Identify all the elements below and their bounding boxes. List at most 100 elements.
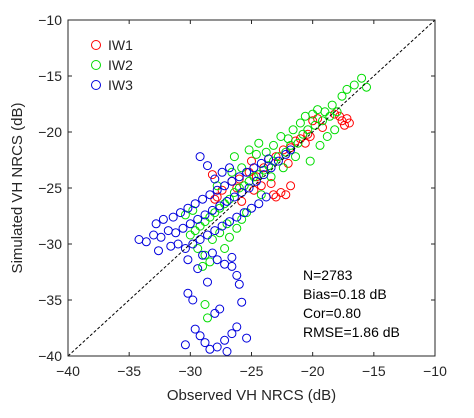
point-iw2-7 bbox=[318, 116, 327, 126]
x-tick-label-0: −40 bbox=[56, 363, 80, 379]
point-iw3-31 bbox=[220, 181, 230, 191]
point-iw3-51 bbox=[232, 212, 242, 222]
point-iw2-57 bbox=[237, 163, 247, 173]
point-iw3-27 bbox=[190, 199, 200, 209]
point-iw3-25 bbox=[176, 208, 185, 218]
point-iw3-35 bbox=[249, 163, 259, 173]
point-iw3-74 bbox=[215, 304, 225, 314]
point-iw3-49 bbox=[217, 221, 227, 231]
point-iw2-15 bbox=[269, 156, 278, 166]
point-iw3-69 bbox=[205, 344, 215, 354]
point-iw2-54 bbox=[320, 107, 330, 117]
point-iw2-18 bbox=[254, 170, 264, 180]
point-iw2-20 bbox=[244, 176, 254, 186]
point-iw3-53 bbox=[247, 203, 256, 213]
point-iw3-11 bbox=[215, 201, 225, 211]
point-iw3-28 bbox=[198, 194, 208, 204]
point-iw2-28 bbox=[205, 212, 215, 222]
points-layer bbox=[134, 73, 371, 356]
point-iw3-67 bbox=[220, 335, 230, 345]
point-iw3-16 bbox=[251, 176, 261, 186]
point-iw3-21 bbox=[286, 145, 296, 155]
point-iw2-19 bbox=[249, 172, 259, 182]
x-tick-label-4: −20 bbox=[301, 363, 325, 379]
point-iw3-26 bbox=[183, 203, 193, 213]
point-iw2-0 bbox=[342, 84, 352, 94]
point-iw2-59 bbox=[212, 181, 222, 191]
point-iw1-35 bbox=[266, 179, 276, 188]
point-iw2-37 bbox=[200, 300, 210, 309]
y-tick-label-1: −35 bbox=[38, 292, 62, 308]
point-iw1-37 bbox=[247, 156, 256, 166]
point-iw3-59 bbox=[227, 261, 237, 271]
point-iw3-23 bbox=[158, 214, 168, 224]
point-iw2-52 bbox=[308, 109, 318, 119]
point-iw2-66 bbox=[322, 132, 332, 141]
point-iw1-24 bbox=[308, 116, 318, 126]
point-iw3-22 bbox=[151, 219, 161, 229]
point-iw3-29 bbox=[205, 190, 215, 200]
point-iw2-1 bbox=[349, 80, 359, 90]
point-iw3-30 bbox=[212, 185, 222, 195]
y-tick-label-0: −40 bbox=[38, 348, 62, 364]
y-tick-label-2: −30 bbox=[38, 236, 62, 252]
legend: IW1 IW2 IW3 bbox=[91, 37, 133, 93]
point-iw3-18 bbox=[266, 163, 276, 173]
point-iw3-46 bbox=[195, 235, 205, 244]
point-iw2-30 bbox=[195, 221, 205, 231]
point-iw2-45 bbox=[261, 147, 271, 157]
point-iw2-60 bbox=[229, 152, 239, 162]
point-iw2-22 bbox=[234, 183, 244, 193]
point-iw1-0 bbox=[244, 167, 254, 177]
point-iw3-77 bbox=[203, 277, 212, 287]
point-iw3-38 bbox=[210, 174, 220, 184]
point-iw2-24 bbox=[225, 194, 234, 204]
point-iw2-58 bbox=[227, 167, 237, 177]
point-iw1-13 bbox=[276, 188, 286, 197]
point-iw3-56 bbox=[207, 248, 217, 258]
point-iw2-44 bbox=[256, 190, 266, 200]
legend-label-iw1: IW1 bbox=[108, 37, 133, 53]
point-iw2-21 bbox=[239, 181, 249, 191]
point-iw2-48 bbox=[283, 134, 293, 144]
point-iw3-6 bbox=[178, 223, 188, 233]
point-iw2-70 bbox=[222, 219, 232, 229]
point-iw1-20 bbox=[344, 118, 354, 128]
point-iw2-39 bbox=[220, 244, 230, 253]
point-iw2-5 bbox=[332, 107, 342, 117]
y-tick-label-6: −10 bbox=[38, 12, 62, 28]
point-iw2-49 bbox=[288, 125, 298, 135]
legend-label-iw3: IW3 bbox=[108, 77, 133, 93]
point-iw3-82 bbox=[154, 246, 163, 256]
point-iw3-39 bbox=[217, 167, 227, 177]
point-iw3-78 bbox=[193, 264, 203, 274]
point-iw3-13 bbox=[229, 192, 239, 202]
y-tick-label-4: −20 bbox=[38, 124, 62, 140]
point-iw2-25 bbox=[220, 199, 230, 209]
point-iw2-46 bbox=[269, 140, 278, 150]
legend-marker-iw2 bbox=[91, 60, 101, 70]
point-iw3-84 bbox=[183, 255, 193, 265]
point-iw3-10 bbox=[207, 205, 217, 215]
point-iw2-38 bbox=[203, 313, 212, 323]
point-iw2-27 bbox=[210, 208, 220, 218]
legend-marker-iw1 bbox=[91, 40, 101, 50]
point-iw2-3 bbox=[362, 82, 371, 92]
point-iw3-32 bbox=[227, 176, 237, 186]
stat-cor: Cor=0.80 bbox=[303, 305, 361, 321]
point-iw3-75 bbox=[188, 295, 198, 305]
point-iw2-64 bbox=[305, 156, 315, 166]
point-iw3-33 bbox=[234, 172, 244, 182]
point-iw2-68 bbox=[278, 163, 288, 173]
point-iw3-12 bbox=[222, 196, 232, 206]
point-iw3-81 bbox=[180, 340, 190, 350]
point-iw2-33 bbox=[193, 244, 203, 253]
point-iw2-41 bbox=[232, 223, 242, 233]
x-tick-label-5: −15 bbox=[362, 363, 386, 379]
point-iw2-36 bbox=[198, 261, 208, 271]
one-to-one-reference-line bbox=[67, 19, 436, 357]
point-iw2-56 bbox=[251, 149, 261, 159]
point-iw3-20 bbox=[281, 149, 291, 159]
point-iw2-32 bbox=[185, 230, 195, 240]
